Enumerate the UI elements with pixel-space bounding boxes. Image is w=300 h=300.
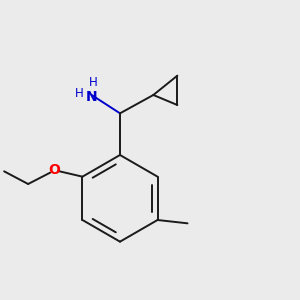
- Text: N: N: [86, 90, 98, 104]
- Text: O: O: [48, 163, 60, 177]
- Text: H: H: [89, 76, 98, 89]
- Text: H: H: [75, 88, 83, 100]
